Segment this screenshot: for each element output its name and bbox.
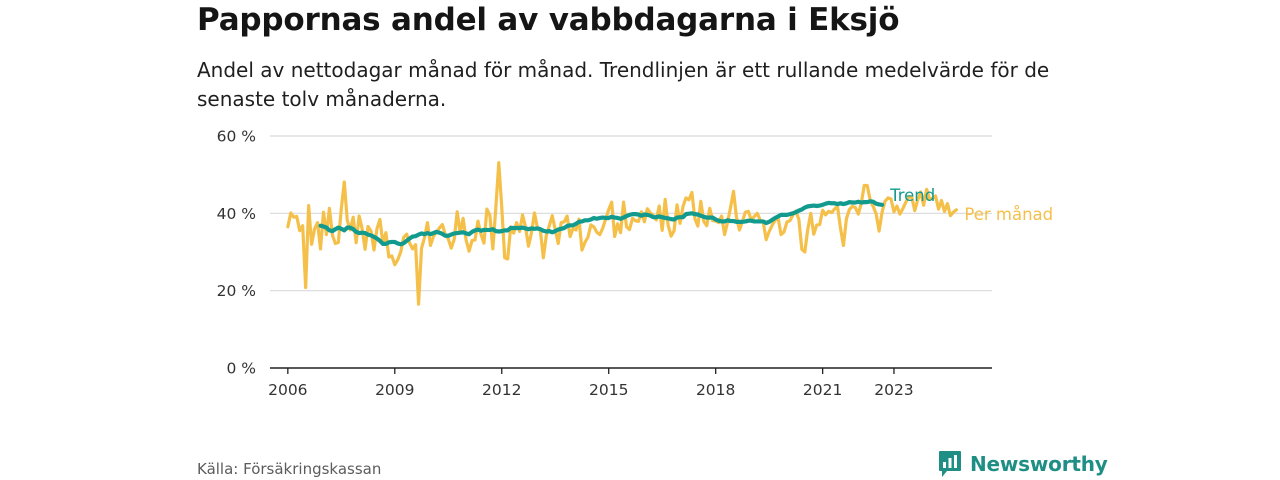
monthly-series-label: Per månad: [964, 205, 1053, 224]
y-tick-label: 40 %: [217, 205, 256, 223]
trend-series-label: Trend: [889, 186, 935, 205]
x-tick-label: 2021: [803, 381, 842, 399]
y-tick-label: 20 %: [217, 282, 256, 300]
x-tick-label: 2023: [874, 381, 913, 399]
source-note: Källa: Försäkringskassan: [197, 460, 382, 478]
trend-series-line: [318, 199, 885, 247]
x-tick-label: 2009: [375, 381, 414, 399]
x-axis: 2006 2009 2012 2015 2018 2021 2023: [268, 367, 992, 399]
brand-name: Newsworthy: [970, 452, 1108, 476]
series-lines: [286, 161, 958, 306]
monthly-series-line: [286, 161, 958, 306]
brand-logo: Newsworthy: [938, 450, 1108, 478]
x-tick-label: 2012: [482, 381, 521, 399]
bar-chart-speech-bubble-icon: [939, 451, 961, 477]
line-chart: 0 % 20 % 40 % 60 % 2006 2009 2012 2015 2018 2021…: [217, 128, 1054, 400]
chart-title: Pappornas andel av vabbdagarna i Eksjö: [197, 2, 900, 38]
y-tick-label: 0 %: [226, 360, 256, 378]
x-tick-label: 2015: [589, 381, 628, 399]
y-axis-labels: 0 % 20 % 40 % 60 %: [217, 128, 256, 378]
x-tick-label: 2006: [268, 381, 307, 399]
series-labels: Per månad Trend: [889, 186, 1053, 224]
y-tick-label: 60 %: [217, 128, 256, 146]
x-tick-label: 2018: [696, 381, 735, 399]
chart-subtitle: Andel av nettodagar månad för månad. Tre…: [197, 58, 1050, 111]
